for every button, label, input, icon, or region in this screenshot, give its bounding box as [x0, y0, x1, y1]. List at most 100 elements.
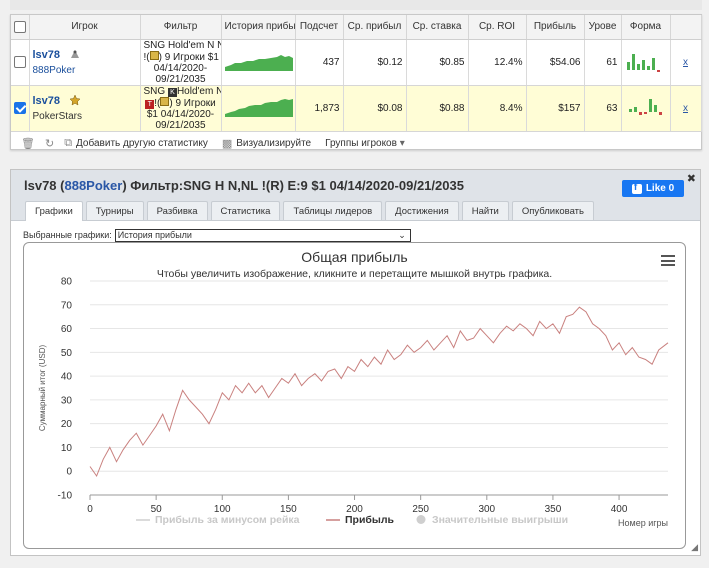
y-tick-label: 80 [61, 277, 73, 288]
x-tick-label: 150 [280, 504, 297, 515]
table-toolbar: 🗑 ↻ ⧉ Добавить другую статистику ▩ Визуали… [11, 132, 701, 155]
header-level[interactable]: Урове [584, 15, 622, 40]
form-cell [621, 85, 671, 132]
player-groups-label: Группы игроков [325, 137, 397, 149]
graph-title-site-link[interactable]: 888Poker [64, 178, 123, 193]
chevron-down-icon: ⌄ [398, 229, 406, 240]
select-all-header[interactable] [11, 15, 30, 40]
filter-text: Hold'em N NL [176, 85, 220, 97]
close-icon[interactable]: ✖ [686, 173, 696, 185]
player-name-link[interactable]: lsv78 [32, 95, 61, 107]
filter-line: 09/21/2035 [155, 73, 206, 85]
profit-cell: $157 [526, 85, 585, 132]
site-pokerstars-icon [69, 94, 81, 106]
graph-panel: lsv78 (888Poker) Фильтр:SNG H N,NL !(R) … [10, 169, 701, 556]
series-line-profit [89, 306, 669, 478]
graph-title-filter: ) Фильтр:SNG H N,NL !(R) E:9 $1 04/14/20… [122, 178, 464, 193]
tab-leaderboards[interactable]: Таблицы лидеров [283, 201, 383, 220]
profit-chart[interactable]: Общая прибыль Чтобы увеличить изображени… [23, 242, 686, 549]
x-tick-label: 350 [545, 504, 562, 515]
site-888-icon [70, 50, 79, 58]
x-tick-label: 50 [151, 504, 163, 515]
filter-text: !( [143, 51, 150, 63]
turbo-badge-icon: T [145, 99, 155, 109]
legend-profit: Прибыль [345, 514, 395, 526]
graph-select[interactable]: История прибыли ⌄ [114, 228, 411, 242]
avg-profit-cell: $0.12 [343, 39, 407, 86]
header-avg-stake[interactable]: Ср. ставка [406, 15, 469, 40]
filter-line: 04/14/2020- [153, 62, 208, 74]
facebook-icon [631, 182, 642, 194]
graph-select-value: История прибыли [117, 229, 192, 240]
profit-history-cell[interactable] [221, 85, 296, 132]
profit-sparkline[interactable] [224, 51, 293, 71]
header-form[interactable]: Форма [621, 15, 671, 40]
avg-stake-cell: $0.88 [406, 85, 469, 132]
chart-plot[interactable]: -10 0 10 20 30 40 50 60 70 80 0 50 100 150 200 250 300 35… [24, 243, 685, 548]
add-icon: ⧉ [64, 136, 73, 149]
count-cell: 1,873 [295, 85, 344, 132]
x-tick-label: 100 [214, 504, 231, 515]
knockout-badge-icon: K [167, 87, 177, 97]
row-checkbox[interactable] [14, 56, 26, 68]
graph-panel-header: lsv78 (888Poker) Фильтр:SNG H N,NL !(R) … [11, 170, 700, 199]
form-cell [621, 39, 671, 86]
visualize-label: Визуализируйте [236, 137, 312, 149]
table-row[interactable]: lsv78 888Poker SNG Hold'em N NL !() 9 Иг… [11, 39, 702, 86]
x-tick-label: 200 [346, 504, 363, 515]
legend-net-profit: Прибыль за минусом рейка [155, 514, 300, 526]
chevron-down-icon: ▾ [399, 137, 405, 149]
visualize-icon: ▩ [221, 137, 233, 150]
avg-profit-cell: $0.08 [343, 85, 407, 132]
level-cell: 61 [584, 39, 622, 86]
header-avg-profit[interactable]: Ср. прибыл [343, 15, 407, 40]
form-chart [626, 53, 660, 72]
player-site-label[interactable]: PokerStars [32, 111, 82, 122]
remove-row-link[interactable]: x [670, 85, 702, 132]
refresh-icon[interactable]: ↻ [44, 137, 55, 150]
player-stats-table: Игрок Фильтр История прибы Подсчет Ср. п… [11, 15, 702, 132]
tab-breakdown[interactable]: Разбивка [146, 201, 208, 220]
add-stats-button[interactable]: ⧉ Добавить другую статистику [64, 137, 208, 150]
profit-history-cell[interactable] [221, 39, 296, 86]
header-profit[interactable]: Прибыль [526, 15, 585, 40]
player-name-link[interactable]: lsv78 [32, 49, 61, 61]
filter-text: !( [154, 97, 161, 109]
y-axis-label: Суммарный итог (USD) [38, 345, 47, 432]
tab-find[interactable]: Найти [461, 201, 509, 220]
remove-row-link[interactable]: x [670, 39, 702, 86]
tab-publish[interactable]: Опубликовать [511, 201, 594, 220]
facebook-like-button[interactable]: Like 0 [622, 180, 684, 197]
tab-tournaments[interactable]: Турниры [85, 201, 144, 220]
player-groups-dropdown[interactable]: Группы игроков ▾ [325, 138, 405, 149]
table-header-row: Игрок Фильтр История прибы Подсчет Ср. п… [11, 15, 702, 40]
resize-handle-icon[interactable]: ◢ [691, 542, 698, 552]
row-checkbox-checked[interactable] [14, 102, 26, 114]
player-cell: lsv78 PokerStars [29, 85, 141, 132]
top-strip [10, 0, 702, 10]
row-select-cell[interactable] [11, 85, 30, 132]
header-profit-history[interactable]: История прибы [221, 15, 296, 40]
tab-achievements[interactable]: Достижения [385, 201, 459, 220]
delete-icon[interactable]: 🗑 [21, 137, 35, 150]
row-select-cell[interactable] [11, 39, 30, 86]
header-avg-roi[interactable]: Ср. ROI [468, 15, 527, 40]
y-tick-label: 50 [61, 348, 73, 359]
graph-select-row: Выбранные графики: История прибыли ⌄ [11, 225, 700, 245]
header-player[interactable]: Игрок [29, 15, 141, 40]
avg-roi-cell: 8.4% [468, 85, 527, 132]
visualize-button[interactable]: ▩ Визуализируйте [222, 137, 311, 150]
tab-graphs[interactable]: Графики [25, 201, 83, 221]
y-tick-label: 20 [61, 419, 73, 430]
y-tick-label: 0 [66, 467, 72, 478]
x-tick-label: 0 [87, 504, 93, 515]
select-all-checkbox[interactable] [14, 20, 26, 33]
header-filter[interactable]: Фильтр [140, 15, 222, 40]
player-site-link[interactable]: 888Poker [32, 65, 76, 76]
profit-sparkline[interactable] [224, 97, 293, 117]
header-count[interactable]: Подсчет [295, 15, 344, 40]
tab-statistics[interactable]: Статистика [210, 201, 281, 220]
menu-icon[interactable] [661, 255, 675, 266]
filter-line: $1 04/14/2020- [146, 108, 215, 120]
